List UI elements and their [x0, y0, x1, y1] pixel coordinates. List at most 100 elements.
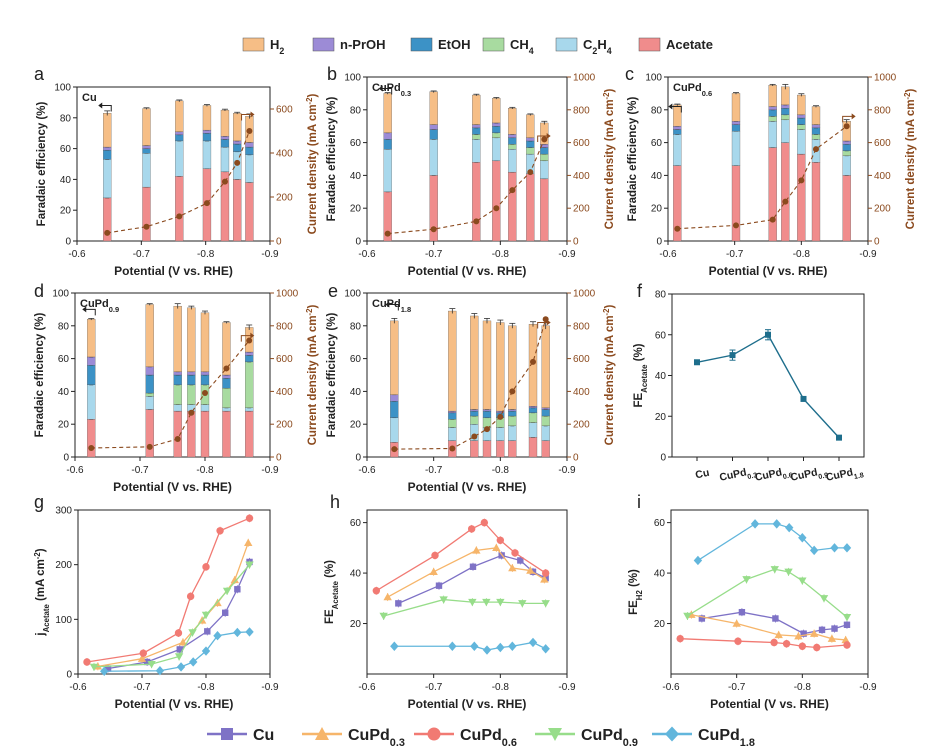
y2-tick-label: 800	[573, 105, 590, 116]
bar-segment-h2	[470, 315, 479, 410]
x-tick-label: CuPd1.8	[825, 464, 865, 486]
legend-item: CuPd0.9	[535, 727, 638, 749]
bar-segment-etoh	[245, 355, 254, 363]
bar-segment-c2h4	[541, 425, 550, 441]
panels: a -0.6 -0.7 -0.8 -0.9 Potential (V vs. RHE) 0 2…	[33, 64, 918, 711]
bar-segment-c2h4	[768, 121, 777, 148]
current-density-point	[782, 198, 789, 205]
data-point	[244, 538, 253, 546]
axes-frame	[366, 76, 568, 242]
current-density-point	[246, 128, 253, 134]
bar-segment-acetate	[492, 160, 501, 242]
bar-segment-c2h4	[797, 129, 806, 155]
bar-segment-nprop	[731, 121, 741, 125]
data-point	[772, 615, 779, 622]
bar-segment-c2h4	[245, 407, 254, 412]
x-tick-label: -0.6	[358, 682, 376, 693]
bar-segment-ch4	[145, 392, 154, 397]
data-point	[245, 514, 254, 522]
bar-segment-etoh	[187, 374, 196, 385]
data-point	[204, 628, 211, 635]
stacked-bar	[673, 103, 682, 242]
bar-segment-c2h4	[87, 384, 96, 420]
y2-tick-label: 0	[276, 237, 282, 248]
data-point	[827, 634, 837, 642]
bar-segment-acetate	[781, 142, 790, 242]
data-point	[83, 658, 91, 666]
data-point	[798, 577, 807, 585]
fe-axis-arrowhead	[668, 103, 673, 110]
data-point	[842, 543, 852, 553]
bar-segment-etoh	[142, 148, 151, 154]
data-point	[470, 641, 479, 651]
data-point	[729, 352, 736, 359]
current-density-line	[677, 125, 847, 230]
series-2	[83, 514, 254, 666]
legend-marker	[427, 727, 441, 741]
y-axis-label: FEH2 (%)	[628, 569, 644, 615]
bar-segment-etoh	[540, 147, 549, 155]
data-point	[201, 646, 211, 656]
data-point	[813, 643, 821, 652]
current-density-point	[497, 413, 504, 420]
y-tick-label: 200	[55, 560, 72, 571]
legend-label: Cu	[253, 727, 274, 744]
bar-segment-h2	[811, 106, 821, 125]
current-density-point	[769, 216, 776, 223]
x-axis-label: Potential (V vs. RHE)	[115, 697, 234, 711]
bar-segment-nprop	[233, 140, 242, 145]
bar-segment-ch4	[541, 415, 550, 426]
x-tick-label: -0.8	[794, 682, 812, 693]
data-point	[738, 608, 746, 616]
data-point	[439, 596, 448, 604]
current-density-point	[146, 443, 153, 450]
stacked-bar	[200, 310, 210, 458]
bar-segment-h2	[508, 108, 517, 135]
y-tick-label: 0	[656, 237, 662, 248]
y2-tick-label: 400	[276, 387, 293, 398]
data-point	[230, 575, 239, 584]
bar-segment-h2	[233, 113, 242, 142]
bar-segment-nprop	[768, 106, 777, 110]
y2-axis-label: Current density (mA cm-2)	[602, 304, 617, 445]
axes-frame	[366, 292, 568, 458]
bar-segment-nprop	[202, 129, 212, 134]
y-tick-label: 0	[355, 237, 361, 248]
bar-segment-acetate	[541, 440, 550, 458]
bar-segment-acetate	[142, 186, 151, 242]
stacked-bar	[528, 321, 538, 458]
bar-segment-acetate	[222, 410, 231, 458]
cd-axis-arrow	[537, 135, 548, 143]
y-tick-label: 20	[350, 204, 362, 215]
y-tick-label: 0	[660, 453, 666, 464]
bar-segment-c2h4	[390, 417, 399, 443]
stacked-bar	[541, 322, 550, 458]
bar-segment-etoh	[245, 146, 254, 155]
y-tick-label: 60	[655, 330, 667, 341]
data-point	[809, 545, 819, 556]
bar-segment-h2	[220, 109, 230, 137]
current-density-point	[176, 213, 183, 220]
y-axis-label: Faradaic efficiency (%)	[627, 97, 639, 222]
y2-axis-label: Current density (mA cm-2)	[305, 304, 320, 445]
y2-tick-label: 1000	[874, 73, 897, 84]
current-density-point	[430, 226, 437, 233]
axes-frame	[366, 509, 568, 675]
bar-segment-ch4	[187, 384, 196, 405]
bar-segment-nprop	[222, 374, 231, 379]
data-point	[794, 631, 803, 640]
bar-segment-h2	[472, 94, 481, 125]
bar-segment-nprop	[145, 366, 154, 376]
stacked-bar	[187, 305, 196, 458]
y-tick-label: 60	[350, 354, 362, 365]
bar-segment-ch4	[470, 415, 479, 425]
panel-g: g -0.6 -0.7 -0.8 -0.9 Potential (V vs. RHE) 0 1…	[33, 492, 280, 711]
current-density-point	[733, 222, 739, 229]
bar-segment-etoh	[508, 137, 517, 145]
cd-axis-arrow	[537, 322, 548, 329]
legend-item: CuPd1.8	[652, 726, 755, 749]
bar-segment-h2	[496, 322, 505, 412]
axes-frame	[667, 76, 869, 242]
bar-segment-h2	[390, 320, 399, 395]
